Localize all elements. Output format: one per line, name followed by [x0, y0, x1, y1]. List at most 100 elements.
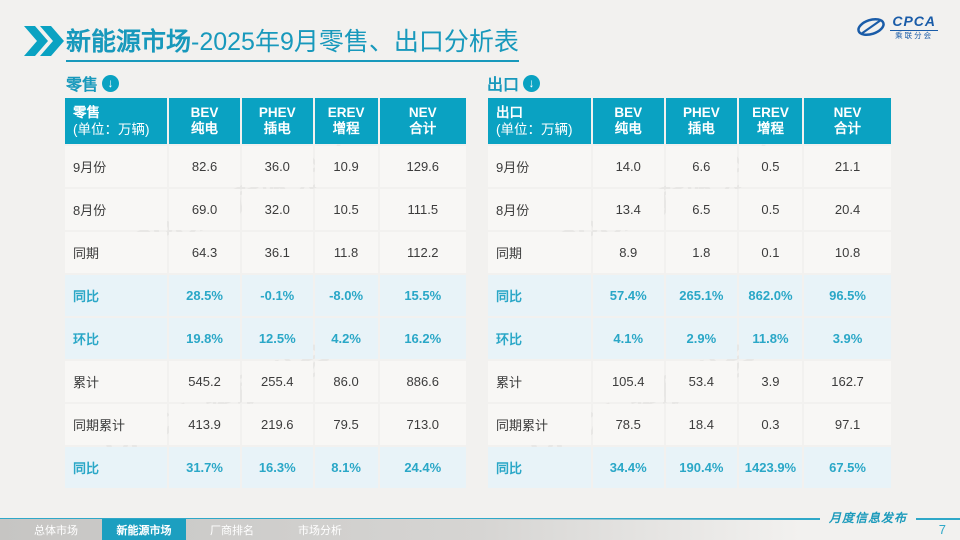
footer-note: 月度信息发布 [819, 509, 916, 526]
table-row: 同期 64.3 36.1 11.8 112.2 [65, 232, 466, 273]
table-cell: 16.2% [379, 318, 466, 359]
table-cell: 53.4 [665, 361, 737, 402]
table-cell: 0.1 [738, 232, 803, 273]
table-row: 环比 19.8% 12.5% 4.2% 16.2% [65, 318, 466, 359]
table-cell: 0.3 [738, 404, 803, 445]
table-cell: 86.0 [314, 361, 378, 402]
table-corner-header: 出口 (单位：万辆) [488, 98, 591, 144]
column-header: PHEV 插电 [665, 98, 737, 144]
table-cell: 13.4 [592, 189, 664, 230]
table-cell: 111.5 [379, 189, 466, 230]
table-cell: 96.5% [804, 275, 891, 316]
retail-table-area: 零售 (单位：万辆) BEV 纯电 PHEV 插电 EREV 增程 NEV 合计 9月份 82.6 36… [63, 96, 468, 490]
table-cell: 219.6 [241, 404, 313, 445]
table-cell: 10.8 [804, 232, 891, 273]
table-cell: 4.1% [592, 318, 664, 359]
row-label: 同比 [65, 447, 168, 488]
table-cell: 10.9 [314, 146, 378, 187]
column-header: NEV 合计 [804, 98, 891, 144]
table-cell: 413.9 [169, 404, 240, 445]
table-row: 8月份 69.0 32.0 10.5 111.5 [65, 189, 466, 230]
bottom-nav-strip: 总体市场 新能源市场 厂商排名 市场分析 [0, 519, 800, 540]
table-cell: 79.5 [314, 404, 378, 445]
row-label: 同期累计 [65, 404, 168, 445]
row-label: 同比 [488, 275, 591, 316]
table-cell: 69.0 [169, 189, 240, 230]
retail-section-label: 零售 ↓ [66, 71, 120, 95]
page-number: 7 [938, 522, 946, 537]
table-row: 累计 545.2 255.4 86.0 886.6 [65, 361, 466, 402]
nav-tab-总体市场[interactable]: 总体市场 [34, 524, 78, 537]
export-section-text: 出口 [487, 77, 520, 94]
table-cell: 16.3% [241, 447, 313, 488]
table-cell: 34.4% [592, 447, 664, 488]
table-cell: 64.3 [169, 232, 240, 273]
table-cell: 20.4 [804, 189, 891, 230]
logo-texts: CPCA 乘联分会 [890, 14, 938, 40]
export-table-area: 出口 (单位：万辆) BEV 纯电 PHEV 插电 EREV 增程 NEV 合计 9月份 14.0 6.… [486, 96, 893, 490]
nav-tab-新能源市场[interactable]: 新能源市场 [102, 519, 186, 540]
column-header: PHEV 插电 [241, 98, 313, 144]
table-row: 累计 105.4 53.4 3.9 162.7 [488, 361, 891, 402]
table-corner-header: 零售 (单位：万辆) [65, 98, 168, 144]
table-cell: 10.5 [314, 189, 378, 230]
export-section-label: 出口 ↓ [487, 71, 541, 95]
table-cell: 19.8% [169, 318, 240, 359]
retail-section-text: 零售 [66, 77, 99, 94]
column-header: BEV 纯电 [169, 98, 240, 144]
row-label: 累计 [488, 361, 591, 402]
page-title: 新能源市场-2025年9月零售、出口分析表 [66, 22, 519, 62]
table-cell: 28.5% [169, 275, 240, 316]
table-cell: 14.0 [592, 146, 664, 187]
page-title-bold: 新能源市场 [66, 28, 192, 56]
row-label: 环比 [488, 318, 591, 359]
table-cell: 8.1% [314, 447, 378, 488]
table-cell: 0.5 [738, 146, 803, 187]
table-cell: 31.7% [169, 447, 240, 488]
table-cell: 11.8% [738, 318, 803, 359]
table-cell: 18.4 [665, 404, 737, 445]
table-cell: 6.6 [665, 146, 737, 187]
table-row: 同期 8.9 1.8 0.1 10.8 [488, 232, 891, 273]
table-cell: 15.5% [379, 275, 466, 316]
table-cell: 713.0 [379, 404, 466, 445]
data-table: 出口 (单位：万辆) BEV 纯电 PHEV 插电 EREV 增程 NEV 合计 9月份 14.0 6.… [486, 96, 893, 490]
page-title-rest: -2025年9月零售、出口分析表 [191, 28, 519, 56]
row-label: 同比 [488, 447, 591, 488]
row-label: 累计 [65, 361, 168, 402]
row-label: 8月份 [65, 189, 168, 230]
table-cell: 3.9 [738, 361, 803, 402]
table-cell: 190.4% [665, 447, 737, 488]
table-cell: 129.6 [379, 146, 466, 187]
row-label: 同比 [65, 275, 168, 316]
column-header: BEV 纯电 [592, 98, 664, 144]
row-label: 环比 [65, 318, 168, 359]
data-table: 零售 (单位：万辆) BEV 纯电 PHEV 插电 EREV 增程 NEV 合计 9月份 82.6 36… [63, 96, 468, 490]
table-cell: 8.9 [592, 232, 664, 273]
table-cell: 2.9% [665, 318, 737, 359]
table-cell: 255.4 [241, 361, 313, 402]
nav-tab-市场分析[interactable]: 市场分析 [298, 524, 342, 537]
table-cell: 162.7 [804, 361, 891, 402]
column-header: NEV 合计 [379, 98, 466, 144]
table-header-row: 零售 (单位：万辆) BEV 纯电 PHEV 插电 EREV 增程 NEV 合计 [65, 98, 466, 144]
table-row: 环比 4.1% 2.9% 11.8% 3.9% [488, 318, 891, 359]
column-header: EREV 增程 [738, 98, 803, 144]
nav-tab-厂商排名[interactable]: 厂商排名 [210, 524, 254, 537]
table-cell: 1.8 [665, 232, 737, 273]
table-cell: 4.2% [314, 318, 378, 359]
table-cell: 57.4% [592, 275, 664, 316]
table-cell: 11.8 [314, 232, 378, 273]
table-row: 同比 34.4% 190.4% 1423.9% 67.5% [488, 447, 891, 488]
table-cell: 545.2 [169, 361, 240, 402]
row-label: 同期 [488, 232, 591, 273]
table-cell: 112.2 [379, 232, 466, 273]
row-label: 9月份 [488, 146, 591, 187]
double-chevron-icon [24, 26, 64, 56]
table-cell: 0.5 [738, 189, 803, 230]
table-cell: 21.1 [804, 146, 891, 187]
down-arrow-icon: ↓ [523, 74, 541, 92]
table-cell: 78.5 [592, 404, 664, 445]
column-header: EREV 增程 [314, 98, 378, 144]
